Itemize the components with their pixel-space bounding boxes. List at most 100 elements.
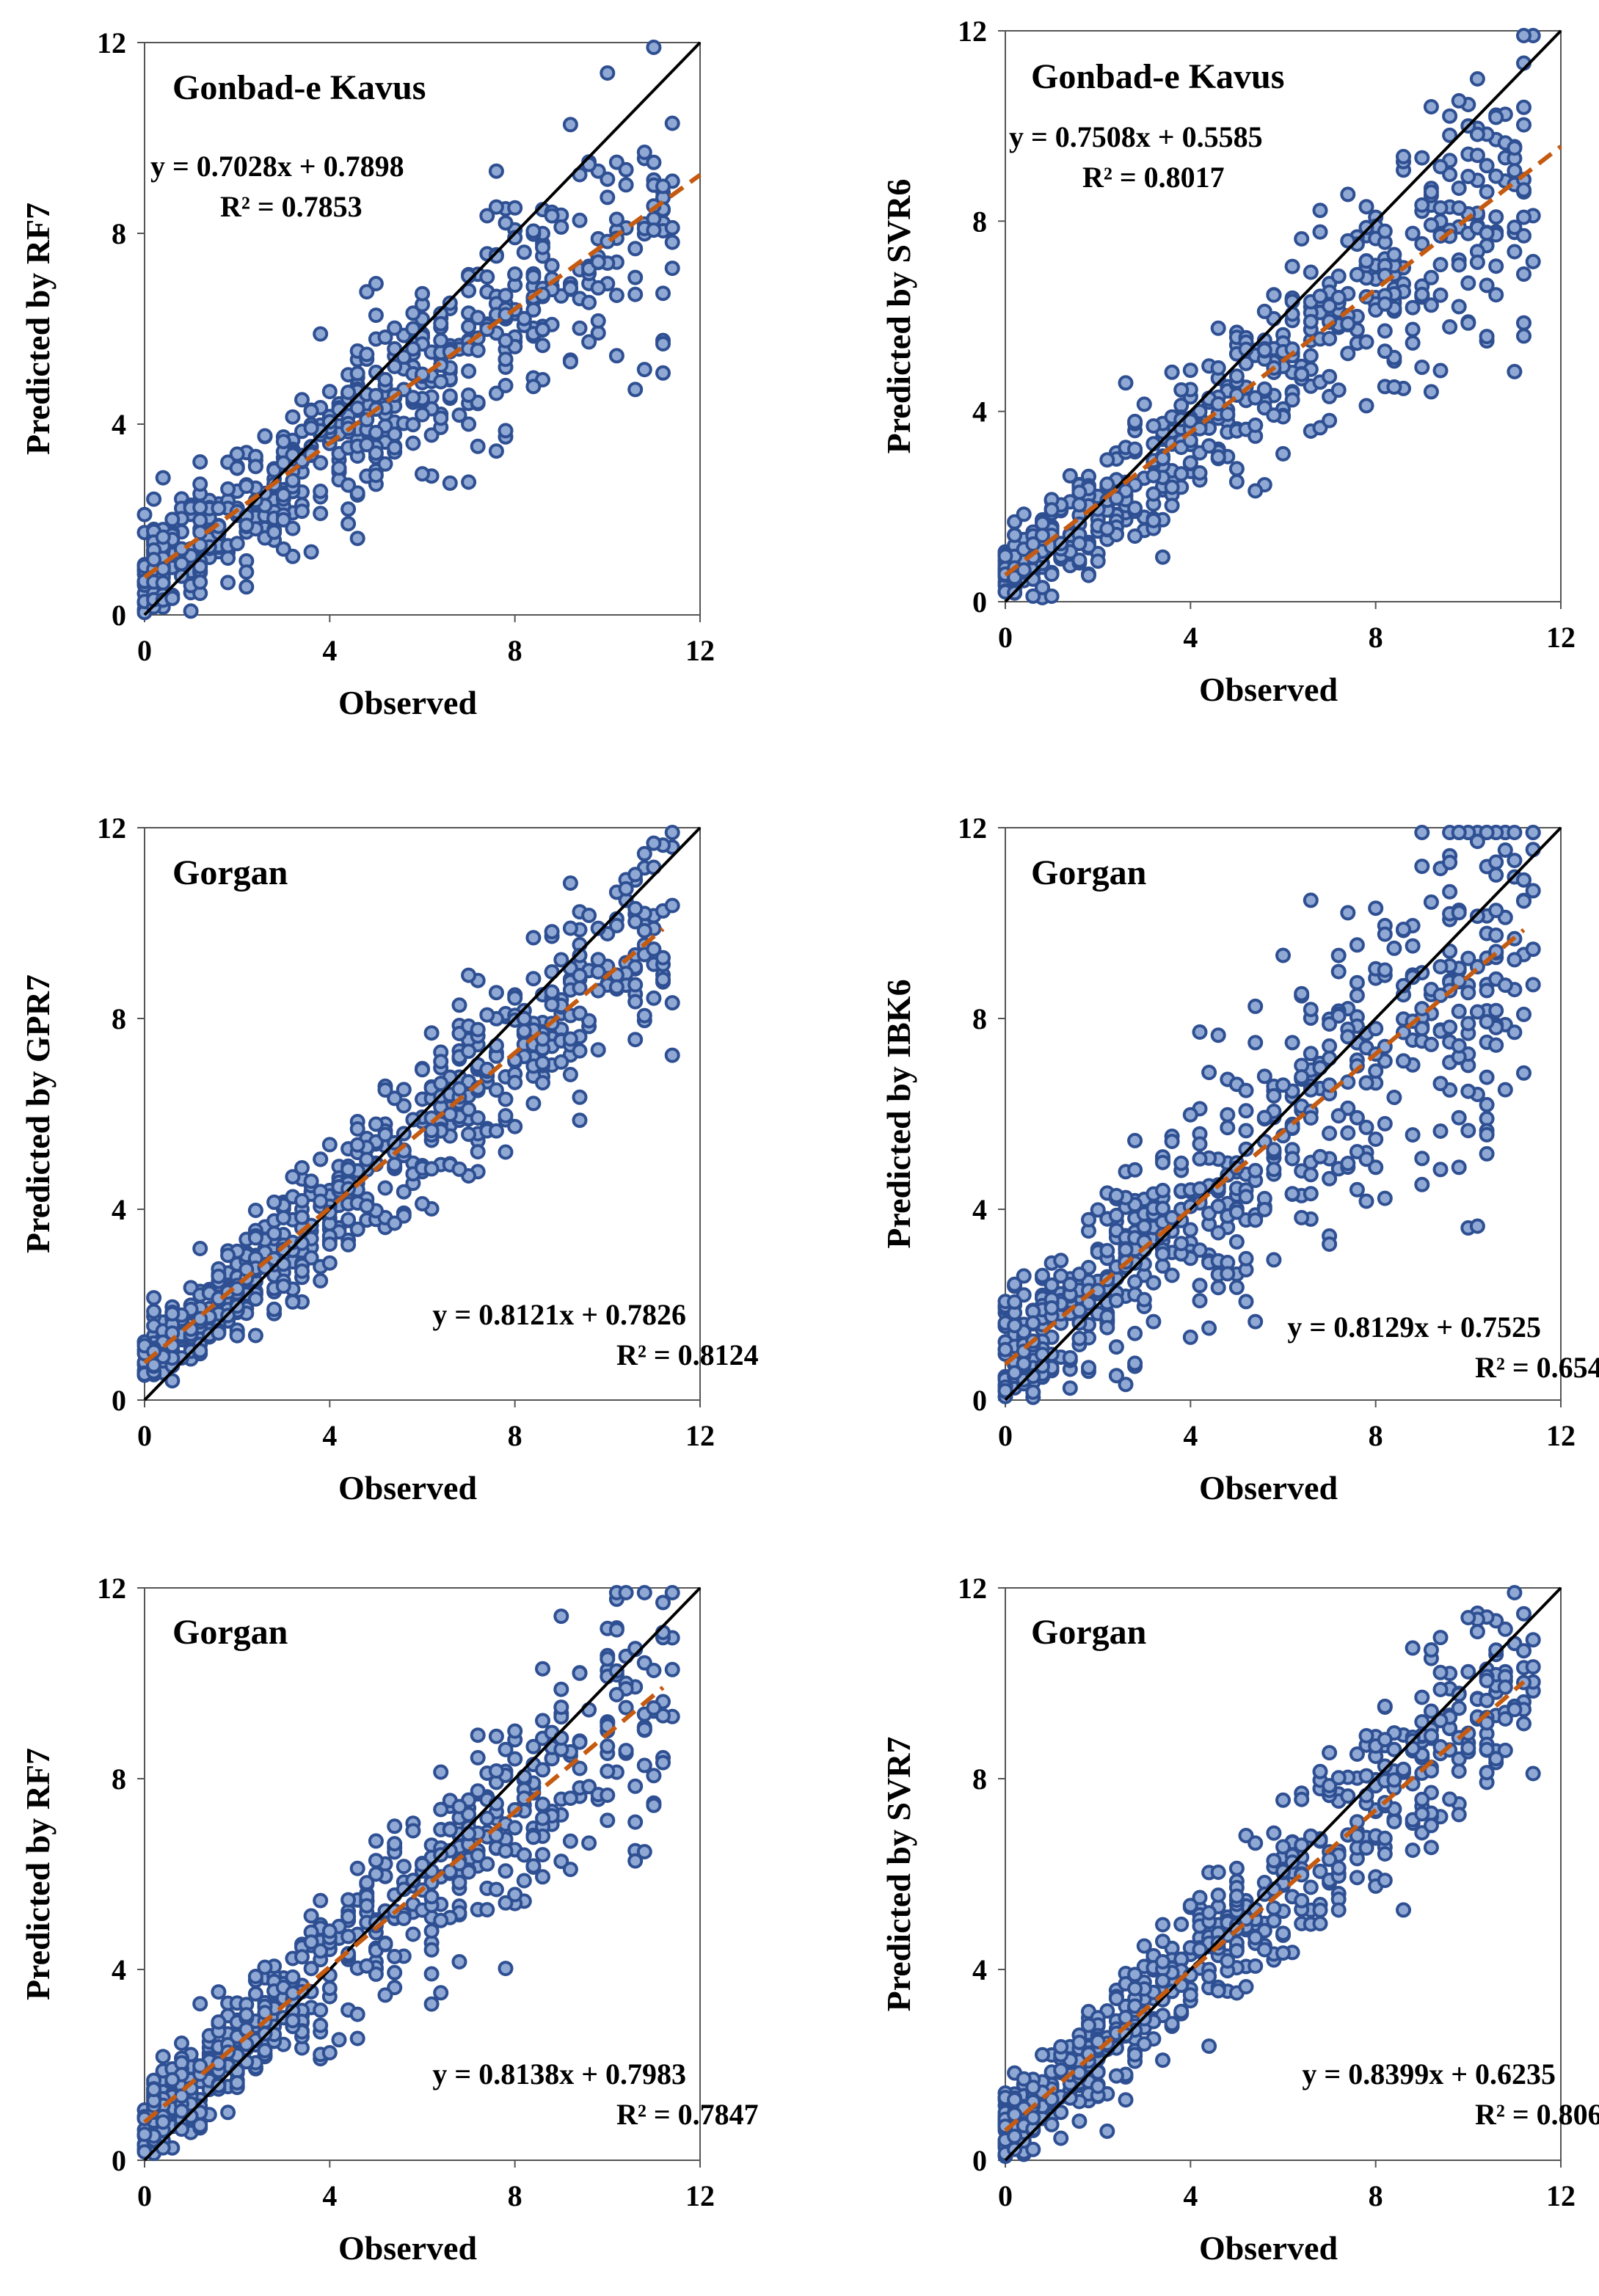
data-point xyxy=(247,459,263,475)
data-point xyxy=(1479,1765,1495,1781)
data-point xyxy=(1451,92,1467,109)
data-point xyxy=(590,313,606,329)
data-point xyxy=(1451,905,1467,921)
data-point xyxy=(1479,825,1495,840)
data-point xyxy=(1516,99,1531,115)
data-point xyxy=(1035,528,1050,544)
data-point xyxy=(1432,1162,1449,1178)
data-point xyxy=(1136,1938,1152,1954)
data-point xyxy=(294,1949,310,1965)
data-point xyxy=(1330,268,1347,284)
data-point xyxy=(470,310,486,326)
data-point xyxy=(600,1812,616,1829)
data-point xyxy=(359,346,375,362)
data-point xyxy=(1405,1127,1421,1143)
data-point xyxy=(1377,962,1393,978)
data-point xyxy=(1451,825,1467,840)
data-point xyxy=(415,285,430,302)
data-point xyxy=(423,1942,440,1958)
data-point xyxy=(507,990,523,1006)
data-point xyxy=(294,1263,310,1279)
data-point xyxy=(1479,277,1495,294)
data-point xyxy=(1025,536,1041,552)
data-point xyxy=(1377,296,1393,312)
data-point xyxy=(600,1738,616,1754)
data-point xyxy=(192,1996,208,2012)
data-point xyxy=(1247,998,1264,1014)
data-point xyxy=(562,1066,578,1082)
data-point xyxy=(1525,1659,1541,1675)
scatter-panel-4: 0 4 8 12 0 4 8 12 Observed Predicted by IBK6 Gorga… xyxy=(880,812,1599,1506)
data-point xyxy=(433,1076,449,1091)
data-point xyxy=(1516,182,1531,198)
data-point xyxy=(1460,169,1476,184)
data-point xyxy=(1488,903,1504,919)
data-point xyxy=(275,434,291,450)
data-point xyxy=(553,219,569,235)
data-point xyxy=(1228,474,1245,489)
y-tick-label: 8 xyxy=(972,1763,987,1796)
data-point xyxy=(1053,2038,1069,2055)
data-point xyxy=(285,1294,301,1310)
data-point xyxy=(192,454,208,470)
data-point xyxy=(266,1301,283,1317)
data-point xyxy=(1516,872,1531,888)
data-point xyxy=(1238,355,1254,371)
data-point xyxy=(164,590,181,606)
data-point xyxy=(516,310,532,327)
data-point xyxy=(525,930,542,946)
x-tick-label: 12 xyxy=(685,1419,715,1452)
data-point xyxy=(1090,553,1106,569)
data-point xyxy=(479,1902,495,1918)
data-point xyxy=(1256,1201,1272,1217)
data-point xyxy=(1303,348,1319,364)
data-point xyxy=(1007,1318,1023,1333)
regression-equation: y = 0.8399x + 0.6235 xyxy=(1302,2058,1556,2091)
data-point xyxy=(1451,1763,1467,1779)
data-point xyxy=(627,1778,644,1794)
data-point xyxy=(1238,1294,1254,1310)
data-point xyxy=(1247,1958,1264,1974)
data-point xyxy=(498,332,514,349)
data-point xyxy=(1210,396,1226,412)
data-point xyxy=(535,1847,550,1863)
data-point xyxy=(1322,1016,1338,1032)
data-point xyxy=(1479,1097,1495,1112)
data-point xyxy=(572,320,588,336)
data-point xyxy=(1090,2078,1106,2094)
regression-equation: y = 0.8138x + 0.7983 xyxy=(432,2058,686,2091)
regression-line xyxy=(1004,927,1526,1366)
data-point xyxy=(1405,1843,1421,1858)
data-point xyxy=(1358,199,1374,215)
data-point xyxy=(313,1151,329,1167)
data-point xyxy=(368,1853,384,1869)
data-point xyxy=(1266,1087,1282,1104)
data-point xyxy=(627,1853,644,1869)
data-point xyxy=(1108,1339,1124,1355)
data-point xyxy=(1349,1109,1365,1126)
data-point xyxy=(535,1055,550,1071)
data-point xyxy=(1312,203,1328,219)
data-point xyxy=(461,283,477,299)
x-axis-label: Observed xyxy=(1199,2229,1338,2267)
data-point xyxy=(664,825,680,840)
data-point xyxy=(516,1023,532,1039)
data-point xyxy=(1275,1792,1291,1808)
data-point xyxy=(572,1760,588,1776)
data-point xyxy=(1432,959,1449,974)
data-point xyxy=(1432,1682,1449,1697)
data-point xyxy=(1081,2017,1096,2033)
data-point xyxy=(423,1923,440,1939)
data-point xyxy=(1442,854,1458,870)
data-point xyxy=(368,307,384,324)
data-point xyxy=(1423,1036,1439,1052)
data-point xyxy=(646,990,662,1006)
data-point xyxy=(220,550,236,566)
y-tick-label: 0 xyxy=(112,2144,126,2177)
data-point xyxy=(1423,894,1439,910)
data-point xyxy=(451,997,467,1013)
data-point xyxy=(572,947,588,963)
data-point xyxy=(405,390,421,406)
data-point xyxy=(359,284,375,300)
